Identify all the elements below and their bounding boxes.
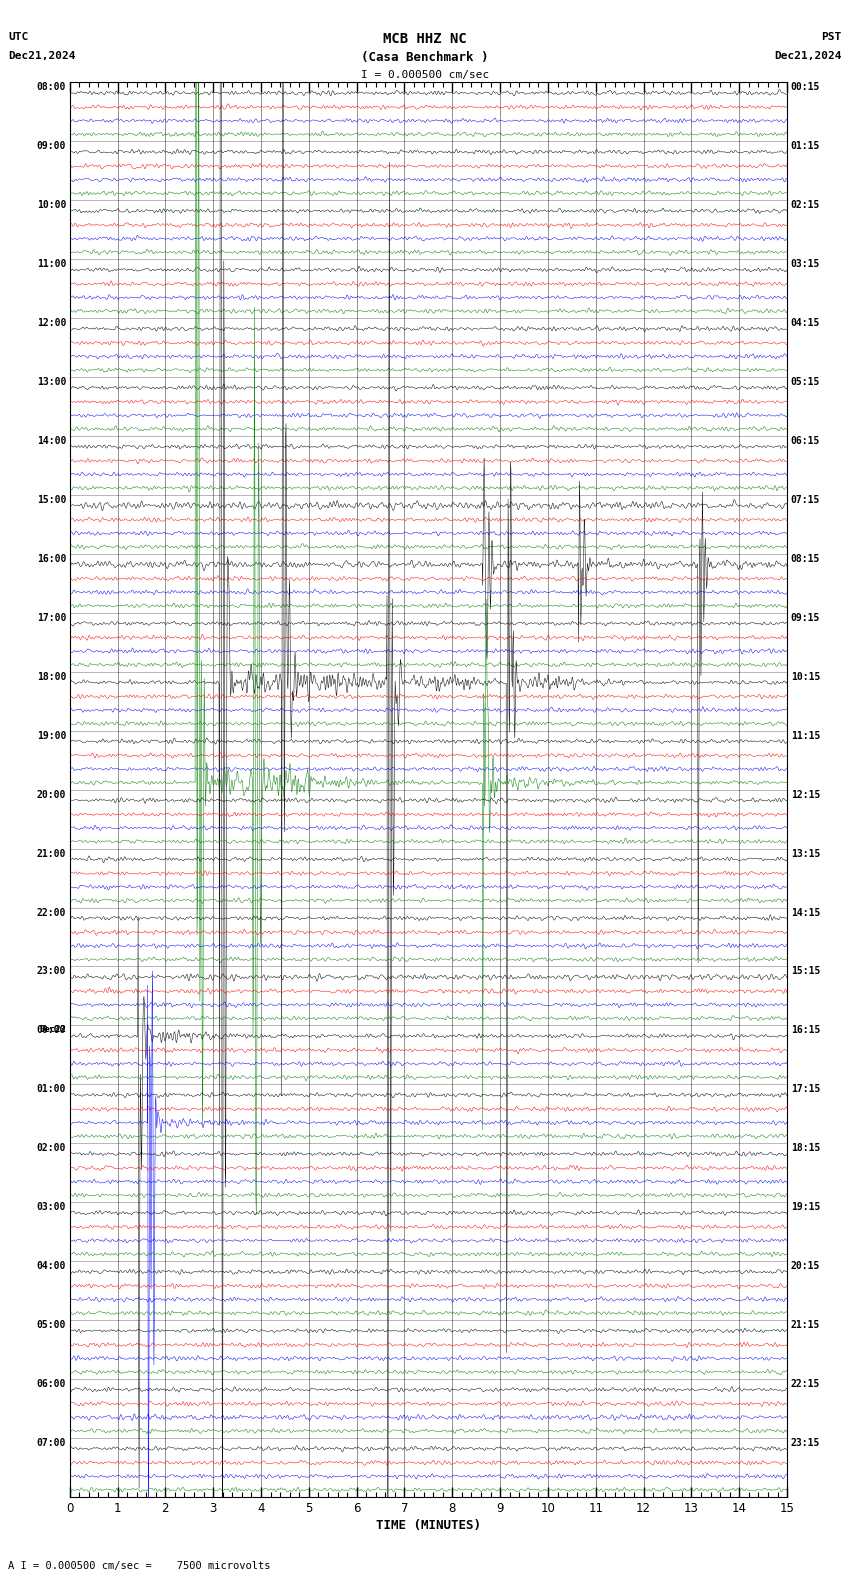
Text: 03:00: 03:00 <box>37 1202 66 1212</box>
Text: 13:15: 13:15 <box>790 849 820 859</box>
Text: 07:15: 07:15 <box>790 494 820 505</box>
Text: PST: PST <box>821 32 842 41</box>
Text: 18:15: 18:15 <box>790 1144 820 1153</box>
Text: Dec21,2024: Dec21,2024 <box>8 51 76 60</box>
Text: 04:15: 04:15 <box>790 318 820 328</box>
Text: 06:00: 06:00 <box>37 1380 66 1389</box>
Text: 05:00: 05:00 <box>37 1319 66 1331</box>
Text: 02:00: 02:00 <box>37 1144 66 1153</box>
Text: 10:00: 10:00 <box>37 200 66 211</box>
Text: 07:00: 07:00 <box>37 1438 66 1448</box>
Text: 22:00: 22:00 <box>37 908 66 917</box>
Text: 17:15: 17:15 <box>790 1085 820 1095</box>
Text: 11:15: 11:15 <box>790 730 820 741</box>
Text: 15:00: 15:00 <box>37 494 66 505</box>
Text: I = 0.000500 cm/sec: I = 0.000500 cm/sec <box>361 70 489 79</box>
Text: 12:00: 12:00 <box>37 318 66 328</box>
Text: 09:00: 09:00 <box>37 141 66 152</box>
Text: A I = 0.000500 cm/sec =    7500 microvolts: A I = 0.000500 cm/sec = 7500 microvolts <box>8 1562 271 1571</box>
Text: 02:15: 02:15 <box>790 200 820 211</box>
Text: 15:15: 15:15 <box>790 966 820 976</box>
Text: 12:15: 12:15 <box>790 790 820 800</box>
Text: 00:00: 00:00 <box>37 1025 66 1036</box>
Text: 00:15: 00:15 <box>790 82 820 92</box>
Text: 19:00: 19:00 <box>37 730 66 741</box>
Text: 13:00: 13:00 <box>37 377 66 386</box>
Text: 14:00: 14:00 <box>37 436 66 447</box>
Text: 16:15: 16:15 <box>790 1025 820 1036</box>
Text: 20:00: 20:00 <box>37 790 66 800</box>
Text: 19:15: 19:15 <box>790 1202 820 1212</box>
Text: 23:15: 23:15 <box>790 1438 820 1448</box>
Text: MCB HHZ NC: MCB HHZ NC <box>383 32 467 46</box>
Text: 08:00: 08:00 <box>37 82 66 92</box>
Text: 03:15: 03:15 <box>790 260 820 269</box>
Text: 18:00: 18:00 <box>37 672 66 681</box>
Text: 20:15: 20:15 <box>790 1261 820 1270</box>
Text: 11:00: 11:00 <box>37 260 66 269</box>
Text: 10:15: 10:15 <box>790 672 820 681</box>
Text: 08:15: 08:15 <box>790 554 820 564</box>
Text: 04:00: 04:00 <box>37 1261 66 1270</box>
Text: (Casa Benchmark ): (Casa Benchmark ) <box>361 51 489 63</box>
Text: 23:00: 23:00 <box>37 966 66 976</box>
Text: 16:00: 16:00 <box>37 554 66 564</box>
Text: Dec21,2024: Dec21,2024 <box>774 51 842 60</box>
Text: 22:15: 22:15 <box>790 1380 820 1389</box>
Text: 17:00: 17:00 <box>37 613 66 623</box>
Text: Dec22: Dec22 <box>39 1025 66 1034</box>
Text: UTC: UTC <box>8 32 29 41</box>
Text: 01:15: 01:15 <box>790 141 820 152</box>
Text: 06:15: 06:15 <box>790 436 820 447</box>
Text: 01:00: 01:00 <box>37 1085 66 1095</box>
Text: 14:15: 14:15 <box>790 908 820 917</box>
Text: 09:15: 09:15 <box>790 613 820 623</box>
Text: 21:00: 21:00 <box>37 849 66 859</box>
Text: 05:15: 05:15 <box>790 377 820 386</box>
Text: 21:15: 21:15 <box>790 1319 820 1331</box>
X-axis label: TIME (MINUTES): TIME (MINUTES) <box>376 1519 481 1532</box>
